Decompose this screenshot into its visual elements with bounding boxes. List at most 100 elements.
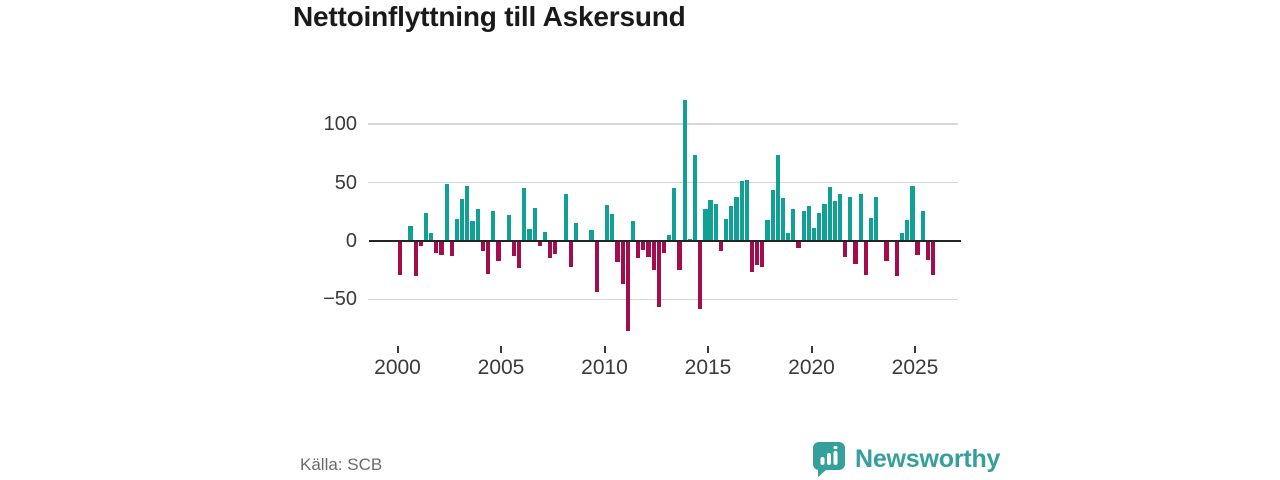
bar — [796, 242, 801, 248]
bar — [444, 183, 449, 241]
bar — [460, 198, 465, 241]
bar — [423, 212, 429, 241]
bar — [713, 203, 718, 241]
x-tick-mark — [914, 346, 916, 353]
bar — [755, 242, 760, 266]
x-tick-mark — [707, 346, 709, 353]
bar — [646, 242, 651, 258]
bar — [703, 209, 708, 241]
bar — [429, 232, 434, 241]
logo-bar-short — [820, 457, 825, 465]
bar — [439, 242, 444, 255]
bar — [506, 215, 511, 241]
y-tick-label: 100 — [323, 113, 357, 136]
newsworthy-logo: Newsworthy — [812, 441, 1000, 477]
bar — [656, 242, 661, 308]
bar — [491, 210, 496, 241]
logo-dot — [833, 446, 838, 450]
bar — [910, 186, 915, 241]
newsworthy-bubble-icon — [813, 442, 845, 477]
bar — [434, 242, 439, 253]
bar — [677, 242, 682, 271]
x-tick-mark — [500, 346, 502, 353]
bar — [636, 242, 641, 259]
bar — [822, 203, 827, 241]
bar — [920, 210, 925, 241]
bar — [667, 235, 672, 241]
bar — [449, 242, 454, 257]
bar — [589, 230, 594, 241]
bar — [630, 221, 636, 241]
bar — [863, 242, 868, 275]
bar — [548, 242, 553, 259]
bar — [806, 205, 811, 241]
bar — [698, 242, 703, 309]
bar — [553, 242, 558, 254]
bar — [465, 186, 470, 241]
y-tick-label: 0 — [345, 230, 357, 252]
bar — [734, 196, 739, 241]
bar — [563, 194, 568, 241]
x-tick-label: 2020 — [788, 356, 835, 379]
bar — [594, 242, 599, 293]
bar — [905, 219, 910, 241]
bar — [620, 242, 625, 285]
x-tick-mark — [810, 346, 813, 353]
bar — [610, 214, 615, 241]
chart-title: Nettoinflyttning till Askersund — [293, 1, 686, 32]
x-tick-label: 2010 — [581, 356, 628, 379]
bar — [687, 238, 692, 241]
x-tick-label: 2025 — [891, 356, 939, 379]
bar — [884, 242, 889, 261]
bar — [832, 201, 837, 241]
bar — [724, 218, 729, 241]
bar — [765, 219, 770, 241]
bar — [625, 242, 630, 331]
gridline — [368, 181, 958, 184]
logo-bar-mid — [827, 453, 831, 465]
bar — [496, 242, 501, 261]
brand-name: Newsworthy — [855, 444, 1001, 473]
bar — [522, 188, 527, 241]
bar — [454, 218, 460, 241]
plot-area: 100 50 0 −50 2000 2005 2010 2015 2020 2025 — [323, 99, 961, 379]
bar — [408, 225, 413, 241]
bar — [480, 242, 485, 252]
bar — [418, 242, 423, 246]
bar — [729, 205, 734, 241]
bar — [874, 196, 879, 241]
x-axis-line — [369, 240, 961, 242]
gridline — [368, 298, 958, 301]
bar — [604, 204, 610, 241]
bar — [843, 242, 848, 258]
bar — [718, 242, 724, 252]
bar — [682, 99, 687, 241]
bar — [837, 194, 843, 241]
bar — [848, 196, 853, 241]
bar — [915, 242, 920, 255]
x-tick-label: 2005 — [477, 356, 525, 379]
source-label: Källa: SCB — [300, 455, 383, 474]
bar — [573, 223, 579, 241]
bar — [801, 210, 806, 241]
bar — [739, 181, 744, 241]
x-tick-label: 2000 — [374, 356, 421, 379]
bar — [827, 187, 832, 241]
x-tick-mark — [603, 346, 606, 353]
bar — [485, 242, 491, 274]
bar — [749, 242, 755, 273]
logo-bar-tall — [833, 451, 838, 465]
y-tick-label: 50 — [334, 171, 357, 194]
bar — [651, 242, 656, 271]
x-tick-label: 2015 — [684, 356, 732, 379]
bar — [661, 242, 667, 253]
gridline — [368, 123, 958, 125]
bar — [791, 209, 796, 241]
bar — [817, 212, 822, 241]
bar — [925, 242, 931, 260]
bar — [780, 197, 786, 241]
bar — [708, 200, 713, 241]
bar — [568, 242, 573, 267]
bar — [511, 242, 517, 257]
bar — [527, 229, 532, 241]
